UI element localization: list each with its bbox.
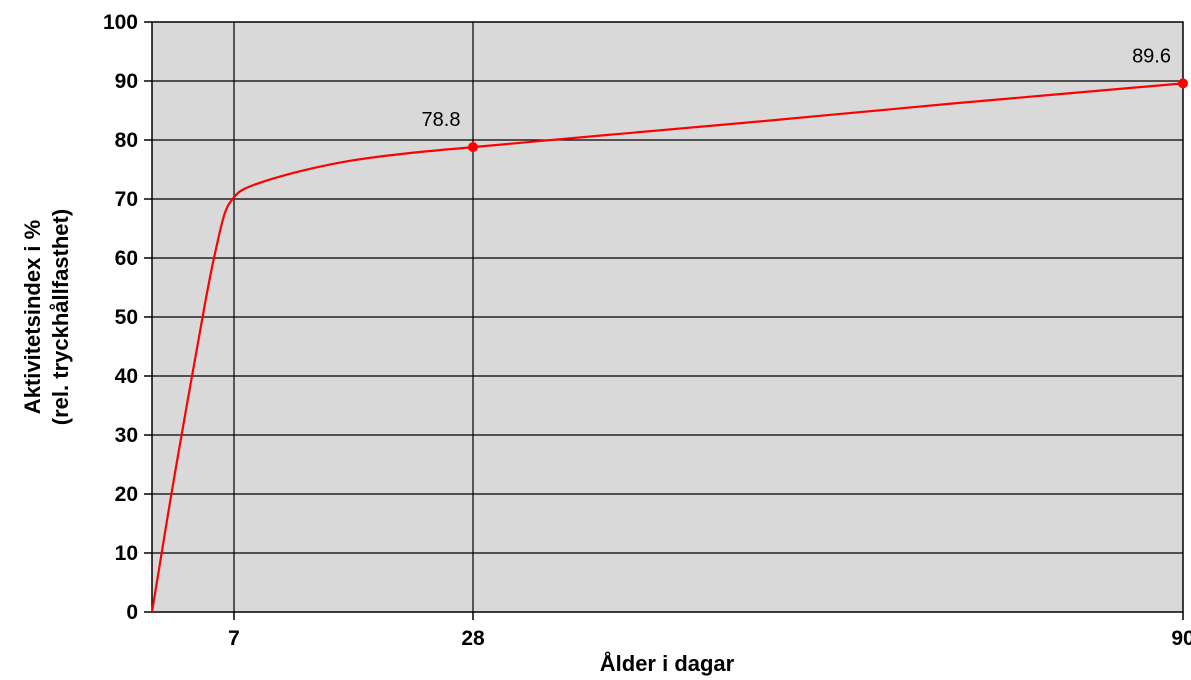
y-tick-label: 30 bbox=[115, 424, 138, 447]
y-tick-label: 60 bbox=[115, 247, 138, 270]
y-tick-label: 90 bbox=[115, 70, 138, 93]
x-tick-label: 90 bbox=[1171, 627, 1191, 650]
data-point bbox=[1178, 78, 1188, 89]
data-label: 78.8 bbox=[422, 109, 461, 131]
series-layer: 78.8 89.6 bbox=[150, 45, 1188, 613]
grid-lines bbox=[152, 22, 1183, 612]
y-axis-ticks: 0 10 20 30 40 50 60 70 80 90 100 bbox=[103, 11, 152, 624]
y-tick-label: 50 bbox=[115, 306, 138, 329]
y-tick-label: 40 bbox=[115, 365, 138, 388]
y-axis-title-line-2: (rel. tryckhållfasthet) bbox=[48, 209, 73, 425]
y-axis-title-line-1: Aktivitetsindex i % bbox=[20, 220, 45, 414]
data-point bbox=[468, 142, 478, 153]
series-line bbox=[150, 82, 1184, 613]
data-label: 89.6 bbox=[1132, 45, 1171, 67]
plot-border bbox=[151, 21, 1184, 613]
y-tick-label: 10 bbox=[115, 542, 138, 565]
y-tick-label: 70 bbox=[115, 188, 138, 211]
y-tick-label: 100 bbox=[103, 11, 138, 34]
y-tick-label: 20 bbox=[115, 483, 138, 506]
x-tick-label: 7 bbox=[228, 627, 240, 650]
x-axis-title: Ålder i dagar bbox=[600, 650, 735, 676]
y-axis-title: Aktivitetsindex i % (rel. tryckhållfasth… bbox=[20, 209, 73, 425]
y-tick-label: 0 bbox=[126, 601, 138, 624]
y-tick-label: 80 bbox=[115, 129, 138, 152]
x-axis-ticks: 7 28 90 bbox=[228, 612, 1191, 650]
x-tick-label: 28 bbox=[461, 627, 485, 650]
